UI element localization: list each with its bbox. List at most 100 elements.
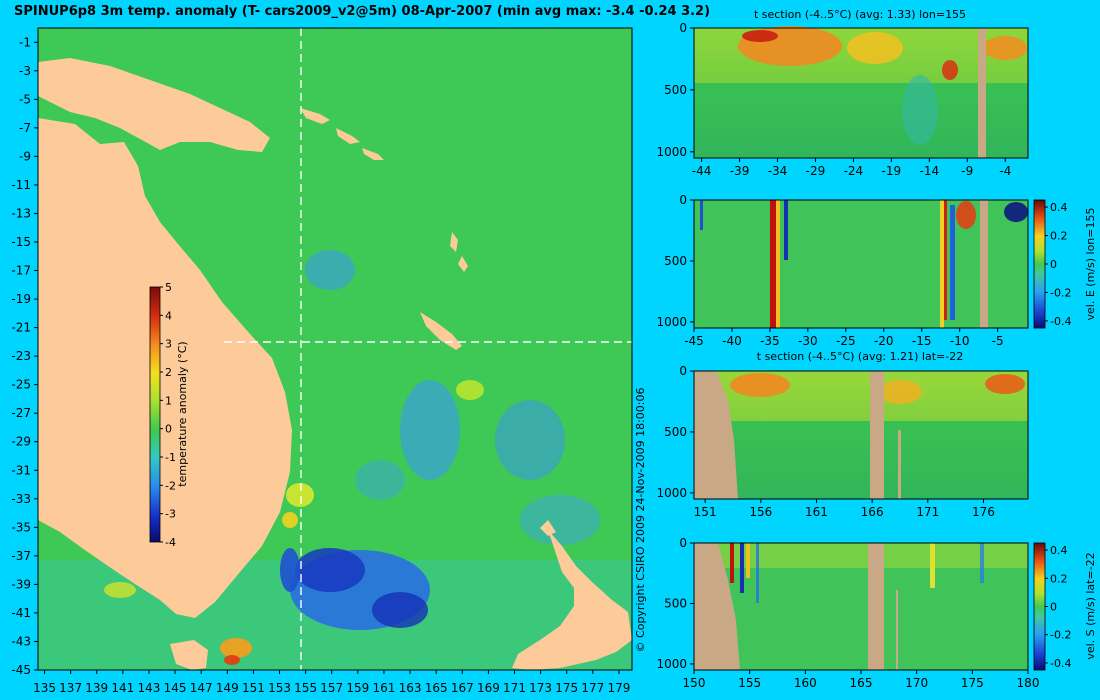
section-2-colorbar-label: vel. E (m/s) lon=155 <box>1084 208 1097 321</box>
x-tick-label: 171 <box>916 505 939 519</box>
copyright-text: © Copyright CSIRO 2009 24-Nov-2009 18:00… <box>634 388 647 653</box>
section-3-land-column <box>870 371 884 499</box>
y-tick-label: 500 <box>664 83 687 97</box>
x-tick-label: 143 <box>138 681 161 695</box>
x-tick-label: 157 <box>320 681 343 695</box>
section-3-panel: t section (-4..5°C) (avg: 1.21) lat=-22 … <box>656 350 1029 519</box>
y-tick-label: -39 <box>11 577 31 591</box>
colorbar-tick-label: -2 <box>165 479 176 492</box>
map-land-solomon-islands <box>300 108 384 160</box>
y-tick-label: -23 <box>11 349 31 363</box>
y-tick-label: 0 <box>679 536 687 550</box>
x-tick-label: -15 <box>912 334 932 348</box>
section-2-jet-yellow <box>776 200 780 328</box>
map-cool-eddy <box>520 495 600 545</box>
section-1-warm-core <box>847 32 903 64</box>
map-y-axis: -1 -3 -5 -7 -9 -11 -13 -15 -17 -19 -21 -23 -25 -27 -29… <box>11 35 38 677</box>
section-4-x-axis: 150 155 160 165 170 175 180 <box>683 670 1040 690</box>
map-warm-eddy <box>456 380 484 400</box>
x-tick-label: 141 <box>111 681 134 695</box>
map-cool-eddy <box>400 380 460 480</box>
section-2-jet-blue <box>700 200 703 230</box>
map-warm-eddy <box>286 483 314 507</box>
section-2-jet-blue <box>784 200 788 260</box>
section-3-warm-core <box>985 374 1025 394</box>
y-tick-label: 0 <box>679 21 687 35</box>
section-4-land <box>694 543 740 670</box>
y-tick-label: -43 <box>11 634 31 648</box>
y-tick-label: -17 <box>11 264 31 278</box>
y-tick-label: -37 <box>11 549 31 563</box>
section-4-jet-blue <box>980 543 984 583</box>
y-tick-label: -21 <box>11 321 31 335</box>
map-cool-eddy <box>495 400 565 480</box>
section-3-x-axis: 151 156 161 166 171 176 <box>694 499 995 519</box>
x-tick-label: 151 <box>694 505 717 519</box>
colorbar-tick-label: 0.4 <box>1050 544 1068 557</box>
section-4-jet-red <box>730 543 734 583</box>
y-tick-label: -15 <box>11 235 31 249</box>
colorbar-tick-label: 0.2 <box>1050 572 1068 585</box>
x-tick-label: -20 <box>874 334 894 348</box>
x-tick-label: 167 <box>451 681 474 695</box>
x-tick-label: -45 <box>684 334 704 348</box>
map-land-new-caledonia <box>420 312 462 350</box>
section-1-warm-core <box>942 60 958 80</box>
section-2-jet-core <box>956 201 976 229</box>
section-2-jet-blue <box>950 205 955 320</box>
x-tick-label: 175 <box>555 681 578 695</box>
x-tick-label: -39 <box>730 164 750 178</box>
section-1-y-axis: 0 500 1000 <box>656 21 694 159</box>
x-tick-label: 166 <box>861 505 884 519</box>
x-tick-label: -30 <box>798 334 818 348</box>
x-tick-label: 139 <box>85 681 108 695</box>
x-tick-label: -14 <box>920 164 940 178</box>
colorbar-tick-label: 0 <box>165 423 172 436</box>
colorbar-tick-label: 0 <box>1050 258 1057 271</box>
section-2-jet-yellow <box>940 200 944 328</box>
x-tick-label: 161 <box>805 505 828 519</box>
x-tick-label: 159 <box>346 681 369 695</box>
section-3-y-axis: 0 500 1000 <box>656 364 694 500</box>
y-tick-label: 0 <box>679 193 687 207</box>
y-tick-label: -13 <box>11 206 31 220</box>
map-cold-eddy <box>280 548 300 592</box>
x-tick-label: 150 <box>683 676 706 690</box>
x-tick-label: 170 <box>905 676 928 690</box>
section-4-jet-blue <box>756 543 759 603</box>
map-land-australia <box>38 118 292 618</box>
x-tick-label: 149 <box>216 681 239 695</box>
x-tick-label: 171 <box>503 681 526 695</box>
y-tick-label: -35 <box>11 520 31 534</box>
x-tick-label: 147 <box>190 681 213 695</box>
map-land-vanuatu <box>450 232 468 272</box>
colorbar-tick-label: 0.2 <box>1050 230 1068 243</box>
colorbar-tick-label: 1 <box>165 394 172 407</box>
x-tick-label: 179 <box>607 681 630 695</box>
y-tick-label: -41 <box>11 606 31 620</box>
section-3-warm-core <box>878 380 922 404</box>
map-cool-eddy <box>355 460 405 500</box>
colorbar-tick-label: -4 <box>165 536 176 549</box>
map-colorbar <box>149 286 161 543</box>
section-4-jet-yellow <box>930 543 935 588</box>
map-land-new-guinea <box>38 58 270 152</box>
x-tick-label: 177 <box>581 681 604 695</box>
x-tick-label: 180 <box>1017 676 1040 690</box>
section-2-colorbar <box>1033 199 1046 329</box>
map-cold-eddy <box>372 592 428 628</box>
x-tick-label: 155 <box>738 676 761 690</box>
y-tick-label: -11 <box>11 178 31 192</box>
colorbar-tick-label: -0.4 <box>1050 315 1071 328</box>
x-tick-label: -35 <box>760 334 780 348</box>
section-2-colorbar-ticks: 0.4 0.2 0 -0.2 -0.4 <box>1045 201 1071 328</box>
x-tick-label: 161 <box>373 681 396 695</box>
section-1-warm-core <box>742 30 778 42</box>
section-4-land-column <box>868 543 884 670</box>
section-2-jet-red <box>770 200 776 328</box>
map-warm-eddy <box>220 638 252 658</box>
y-tick-label: -29 <box>11 435 31 449</box>
colorbar-tick-label: 0 <box>1050 601 1057 614</box>
section-1-warm-core <box>983 36 1027 60</box>
